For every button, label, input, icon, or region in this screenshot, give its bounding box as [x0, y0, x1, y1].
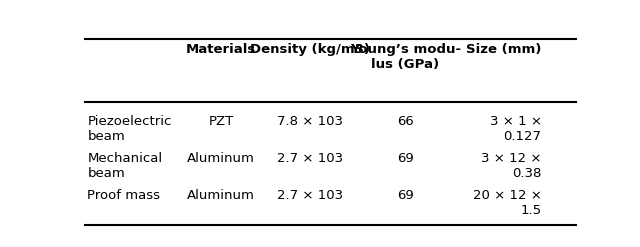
- Text: Aluminum: Aluminum: [188, 189, 255, 202]
- Text: Aluminum: Aluminum: [188, 152, 255, 165]
- Text: Piezoelectric
beam: Piezoelectric beam: [88, 115, 172, 143]
- Text: Proof mass: Proof mass: [88, 189, 161, 202]
- Text: Mechanical
beam: Mechanical beam: [88, 152, 163, 180]
- Text: 3 × 12 ×
0.38: 3 × 12 × 0.38: [481, 152, 541, 180]
- Text: Young’s modu-
lus (GPa): Young’s modu- lus (GPa): [350, 43, 461, 71]
- Text: Density (kg/m3): Density (kg/m3): [250, 43, 370, 56]
- Text: 7.8 × 103: 7.8 × 103: [276, 115, 342, 128]
- Text: PZT: PZT: [209, 115, 234, 128]
- Text: 2.7 × 103: 2.7 × 103: [276, 189, 342, 202]
- Text: 66: 66: [397, 115, 413, 128]
- Text: 2.7 × 103: 2.7 × 103: [276, 152, 342, 165]
- Text: 3 × 1 ×
0.127: 3 × 1 × 0.127: [490, 115, 541, 143]
- Text: Materials: Materials: [186, 43, 257, 56]
- Text: 69: 69: [397, 189, 413, 202]
- Text: 69: 69: [397, 152, 413, 165]
- Text: Size (mm): Size (mm): [466, 43, 541, 56]
- Text: 20 × 12 ×
1.5: 20 × 12 × 1.5: [473, 189, 541, 217]
